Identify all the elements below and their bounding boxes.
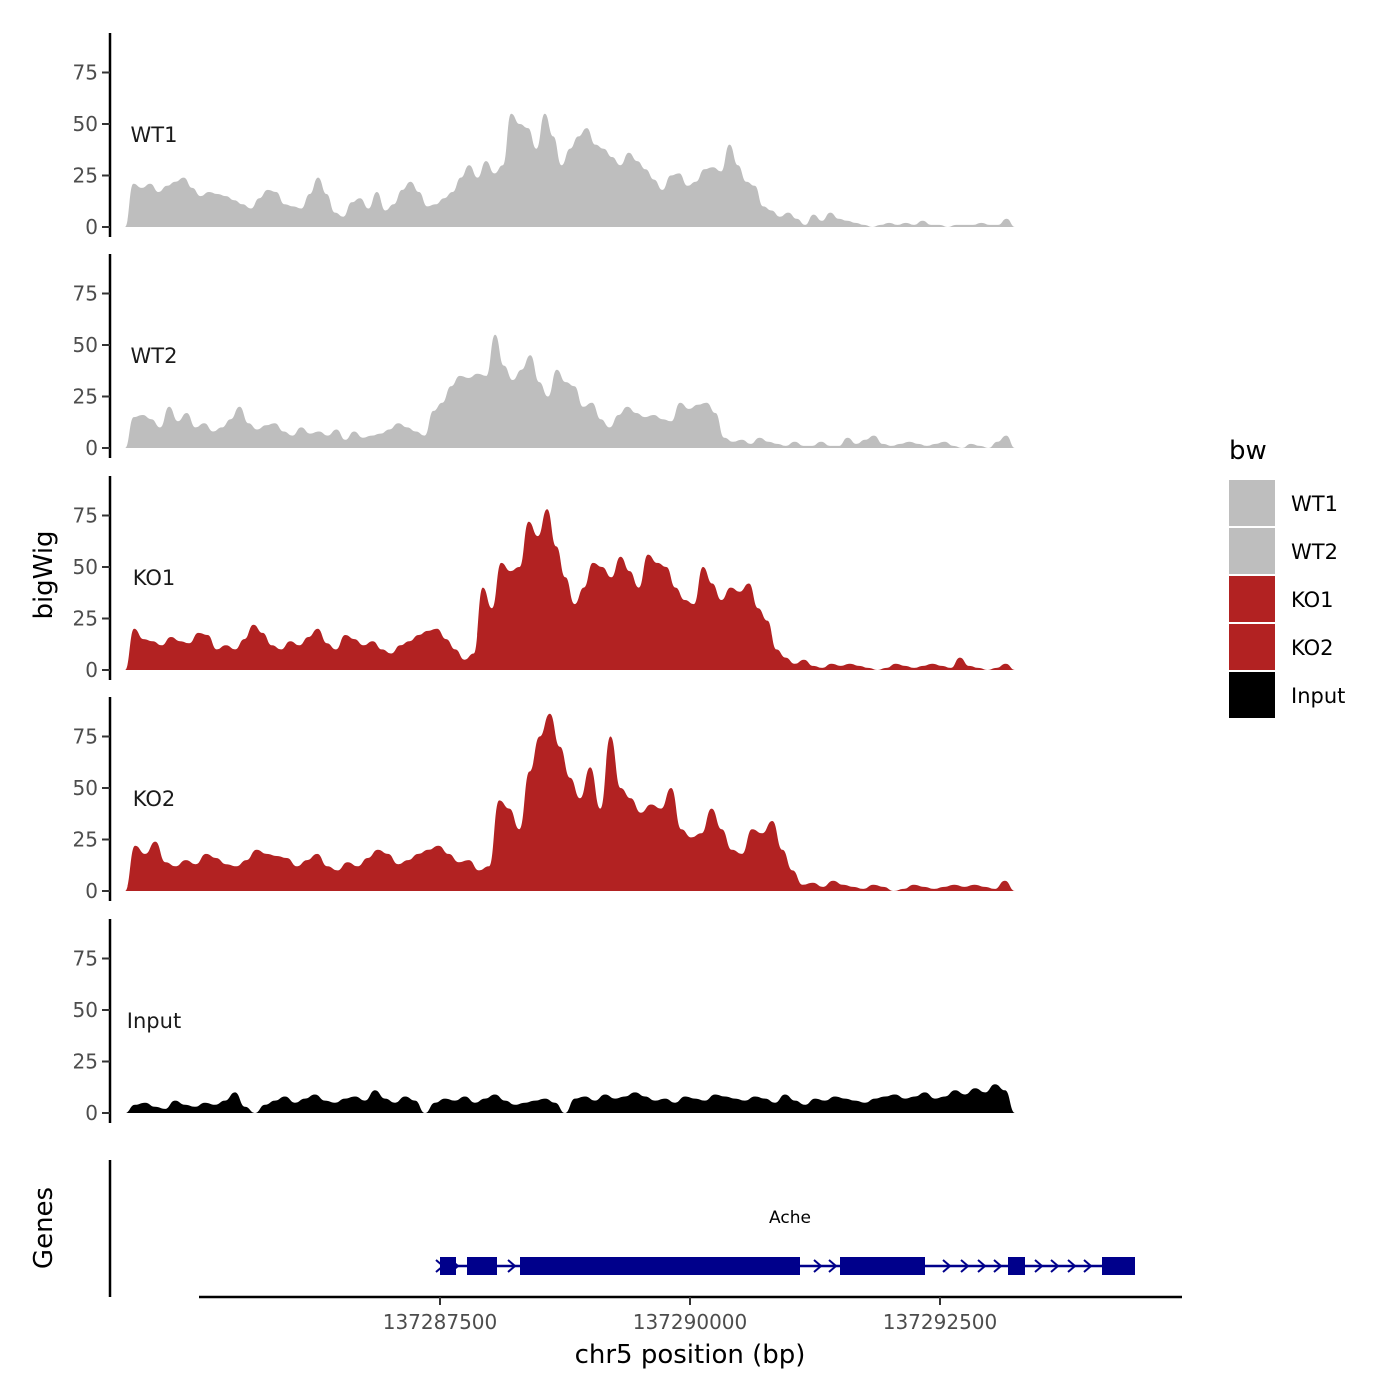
track-panel-ko2: 0 25 50 75 KO2 [73,697,1015,903]
legend: bw WT1 WT2 KO1 KO2 Input [1229,436,1345,718]
gene-name-label: Ache [769,1208,811,1228]
y-tick-label: 50 [73,112,98,136]
gene-exon [467,1257,497,1275]
strand-arrow [1034,1259,1044,1273]
signal-area-input [125,1084,1015,1113]
track-label: Input [127,1009,181,1033]
y-tick-label: 75 [73,61,98,85]
strand-arrow [1067,1259,1077,1273]
x-tick-label: 137290000 [633,1310,748,1334]
legend-key-input [1229,672,1275,718]
gene-exon [1008,1257,1025,1275]
y-tick-label: 25 [73,828,98,852]
y-tick-label: 0 [85,436,98,460]
legend-label: KO2 [1291,636,1334,660]
legend-label: Input [1291,684,1345,708]
y-tick-label: 75 [73,947,98,971]
gene-exon [1102,1257,1135,1275]
strand-arrow [1050,1259,1060,1273]
legend-label: WT1 [1291,492,1338,516]
y-tick-label: 0 [85,658,98,682]
y-tick-label: 25 [73,1050,98,1074]
y-axis-label: bigWig [29,530,59,619]
signal-area-ko1 [125,509,1015,670]
y-tick-label: 75 [73,282,98,306]
legend-key-ko1 [1229,576,1275,622]
strand-arrow [977,1259,987,1273]
signal-area-wt1 [125,113,1015,227]
gene-exon [840,1257,925,1275]
y-tick-label: 50 [73,555,98,579]
legend-key-ko2 [1229,624,1275,670]
strand-arrow [450,1259,460,1273]
y-tick-label: 25 [73,164,98,188]
y-tick-label: 75 [73,504,98,528]
track-panel-wt1: 0 25 50 75 WT1 [73,33,1015,239]
y-tick-label: 50 [73,998,98,1022]
track-panel-wt2: 0 25 50 75 WT2 [73,254,1015,460]
y-tick-label: 0 [85,215,98,239]
legend-title: bw [1229,436,1267,466]
track-label: KO2 [133,787,176,811]
x-tick-label: 137287500 [383,1310,498,1334]
legend-label: WT2 [1291,540,1338,564]
gene-exon [520,1257,800,1275]
strand-arrow [1083,1259,1093,1273]
strand-arrow [942,1259,952,1273]
strand-arrow [507,1259,517,1273]
y-tick-label: 0 [85,879,98,903]
strand-arrow [813,1259,823,1273]
x-axis-label: chr5 position (bp) [575,1340,806,1370]
track-panels: 0 25 50 75 WT1 0 25 50 75 WT2 0 25 50 75 KO1 0 25 50 75 KO2… [73,33,1015,1125]
track-label: WT1 [131,123,178,147]
strand-arrow [828,1259,838,1273]
y-tick-label: 75 [73,725,98,749]
legend-label: KO1 [1291,588,1334,612]
genes-axis-label: Genes [29,1187,59,1269]
x-axis: 137287500 137290000 137292500 [199,1295,1182,1334]
signal-area-ko2 [125,713,1015,891]
y-tick-label: 0 [85,1101,98,1125]
legend-key-wt1 [1229,480,1275,526]
gene-panel: Ache [108,1160,1135,1297]
track-panel-input: 0 25 50 75 Input [73,919,1015,1125]
y-tick-label: 50 [73,333,98,357]
strand-arrow [435,1259,445,1273]
y-tick-label: 25 [73,385,98,409]
signal-area-wt2 [125,334,1015,448]
strand-arrow [993,1259,1003,1273]
legend-key-wt2 [1229,528,1275,574]
strand-arrow [960,1259,970,1273]
track-label: KO1 [133,566,176,590]
y-tick-label: 50 [73,776,98,800]
track-label: WT2 [131,344,178,368]
x-tick-label: 137292500 [883,1310,998,1334]
track-panel-ko1: 0 25 50 75 KO1 [73,476,1015,682]
y-tick-label: 25 [73,607,98,631]
